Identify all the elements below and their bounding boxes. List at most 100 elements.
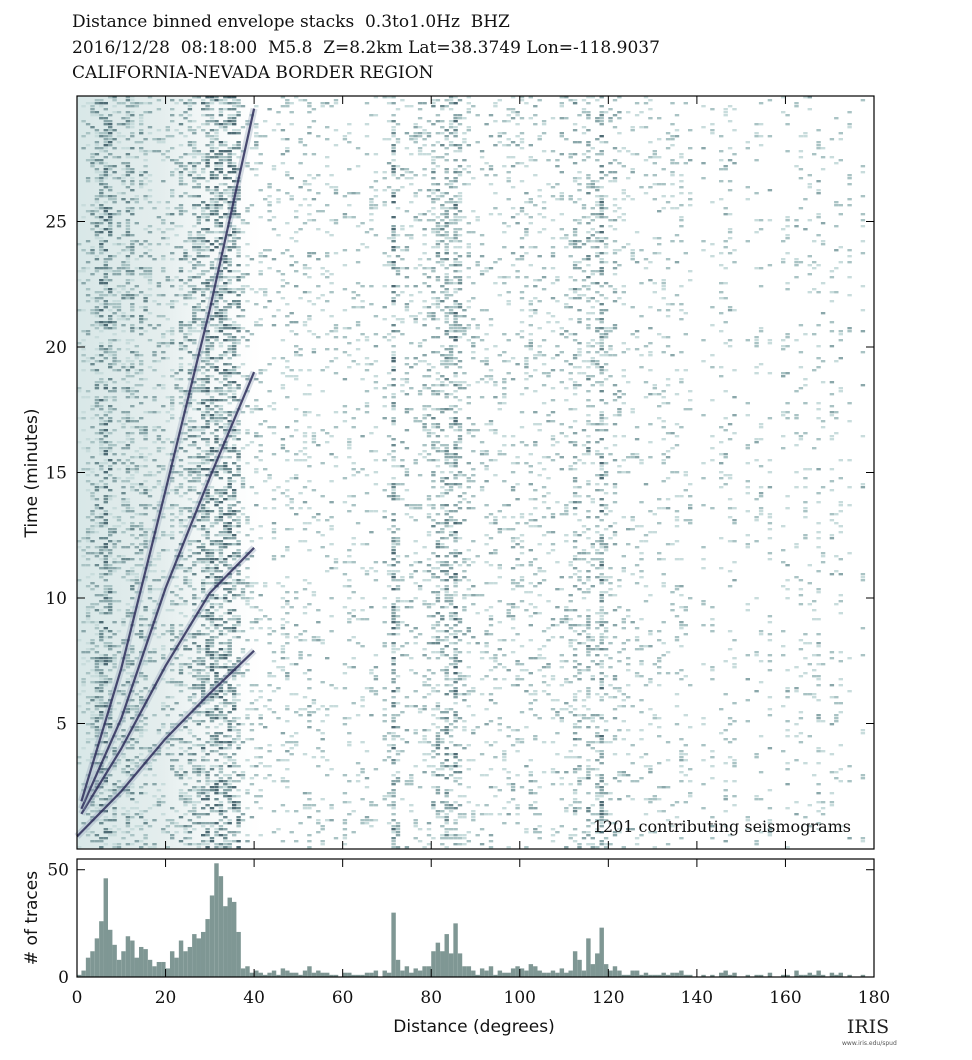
heatmap-column-cells (435, 120, 441, 813)
histogram-bar (138, 946, 144, 977)
heatmap-column-cells (161, 141, 166, 834)
heatmap-column-cells (648, 279, 653, 774)
heatmap-column-cells (648, 117, 653, 804)
histogram-bar (426, 966, 432, 977)
histogram-y-axis-label: # of traces (22, 871, 42, 965)
heatmap-column-cells (444, 129, 449, 837)
heatmap-column-cells (121, 102, 126, 840)
heatmap-column-cells (657, 117, 662, 789)
heatmap-column-cells (586, 102, 591, 828)
heatmap-column-cells (834, 249, 839, 252)
heatmap-column-cells (572, 99, 578, 843)
heatmap-column-cells (170, 99, 175, 840)
histogram-bar (634, 970, 640, 977)
histogram-bar (161, 961, 166, 977)
histogram-bar (404, 966, 410, 977)
heatmap-column-cells (816, 129, 821, 825)
histogram-bar (289, 972, 294, 977)
histogram-bar (471, 970, 476, 977)
heatmap-column-cells (178, 162, 184, 798)
heatmap-column-cells (232, 237, 237, 843)
histogram-bar (541, 972, 547, 977)
heatmap-column-cells (426, 135, 432, 825)
histogram-bar (130, 940, 135, 977)
y-tick-label: 5 (56, 715, 67, 735)
histogram-bar (484, 970, 489, 977)
heatmap-column-cells (333, 192, 339, 195)
heatmap-column-cells (431, 99, 436, 840)
heatmap-column-cells (143, 171, 148, 825)
heatmap-column-cells (812, 240, 817, 777)
histogram-bar (342, 972, 348, 977)
heatmap-column-cells (519, 96, 525, 789)
histogram-bar (121, 951, 126, 977)
histogram-bar (612, 966, 618, 977)
heatmap-column-cells (661, 786, 666, 789)
heatmap-column-cells (227, 114, 232, 843)
histogram-bar (497, 970, 503, 977)
heatmap-column-cells (599, 111, 604, 810)
histogram-bar (81, 970, 86, 977)
hist-x-tick-label: 140 (681, 988, 713, 1008)
heatmap-column-cells (701, 147, 706, 165)
histogram-bar (205, 919, 210, 977)
histogram-bar (183, 951, 188, 977)
histogram-bar (94, 938, 100, 977)
heatmap-column-cells (595, 282, 600, 285)
histogram-bar (479, 968, 485, 977)
histogram-bar (572, 951, 578, 977)
histogram-bar (798, 974, 804, 977)
heatmap-column-cells (214, 120, 219, 801)
heatmap-column-cells (479, 168, 485, 831)
histogram-bar (435, 942, 441, 977)
histogram-bar (116, 959, 122, 977)
histogram-bar (143, 949, 148, 977)
heatmap-column-cells (603, 282, 609, 816)
histogram-bar (311, 972, 317, 977)
heatmap-column-cells (630, 129, 635, 783)
histogram-bar (103, 878, 108, 977)
histogram-bar (475, 974, 480, 977)
histogram-bar (351, 974, 356, 977)
histogram-bar (245, 966, 250, 977)
histogram-bar (107, 929, 113, 977)
histogram-bar (391, 912, 396, 977)
histogram-bar (727, 974, 733, 977)
histogram-bar (767, 972, 773, 977)
heatmap-column-cells (99, 105, 104, 822)
histogram-bar (360, 974, 365, 977)
heatmap-column-cells (236, 114, 241, 825)
heatmap-column-cells (139, 132, 144, 819)
heatmap-column-cells (665, 132, 671, 846)
histogram-bar (626, 974, 631, 977)
histogram-bar (661, 972, 666, 977)
heatmap-column-cells (116, 123, 122, 849)
heatmap-column-cells (391, 96, 396, 849)
heatmap-y-axis-label: Time (minutes) (22, 408, 42, 538)
phase-curves (74, 107, 258, 839)
histogram-bar (488, 966, 494, 977)
heatmap-column-cells (130, 105, 135, 750)
histogram-bar (280, 968, 286, 977)
histogram-bar (510, 968, 516, 977)
title-line-3: CALIFORNIA-NEVADA BORDER REGION (72, 63, 434, 83)
heatmap-column-cells (431, 123, 436, 804)
heatmap-column-cells (519, 99, 525, 741)
histogram-bar (719, 972, 724, 977)
histogram-bar (519, 968, 525, 977)
histogram-bar (400, 970, 405, 977)
heatmap-column-cells (205, 96, 210, 849)
heatmap-column-cells (488, 183, 494, 816)
histogram-bar (723, 970, 728, 977)
heatmap-column-cells (285, 147, 290, 813)
y-tick-label: 15 (45, 464, 67, 484)
heatmap-column-cells (347, 123, 352, 804)
heatmap-column-cells (201, 129, 206, 771)
histogram-bar (816, 970, 821, 977)
heatmap-column-cells (634, 261, 640, 459)
histogram-bar (169, 951, 175, 977)
histogram-bar (834, 974, 839, 977)
phase-curve-Surface (80, 108, 256, 802)
histogram-bar (639, 974, 644, 977)
histogram-bar (528, 964, 534, 977)
